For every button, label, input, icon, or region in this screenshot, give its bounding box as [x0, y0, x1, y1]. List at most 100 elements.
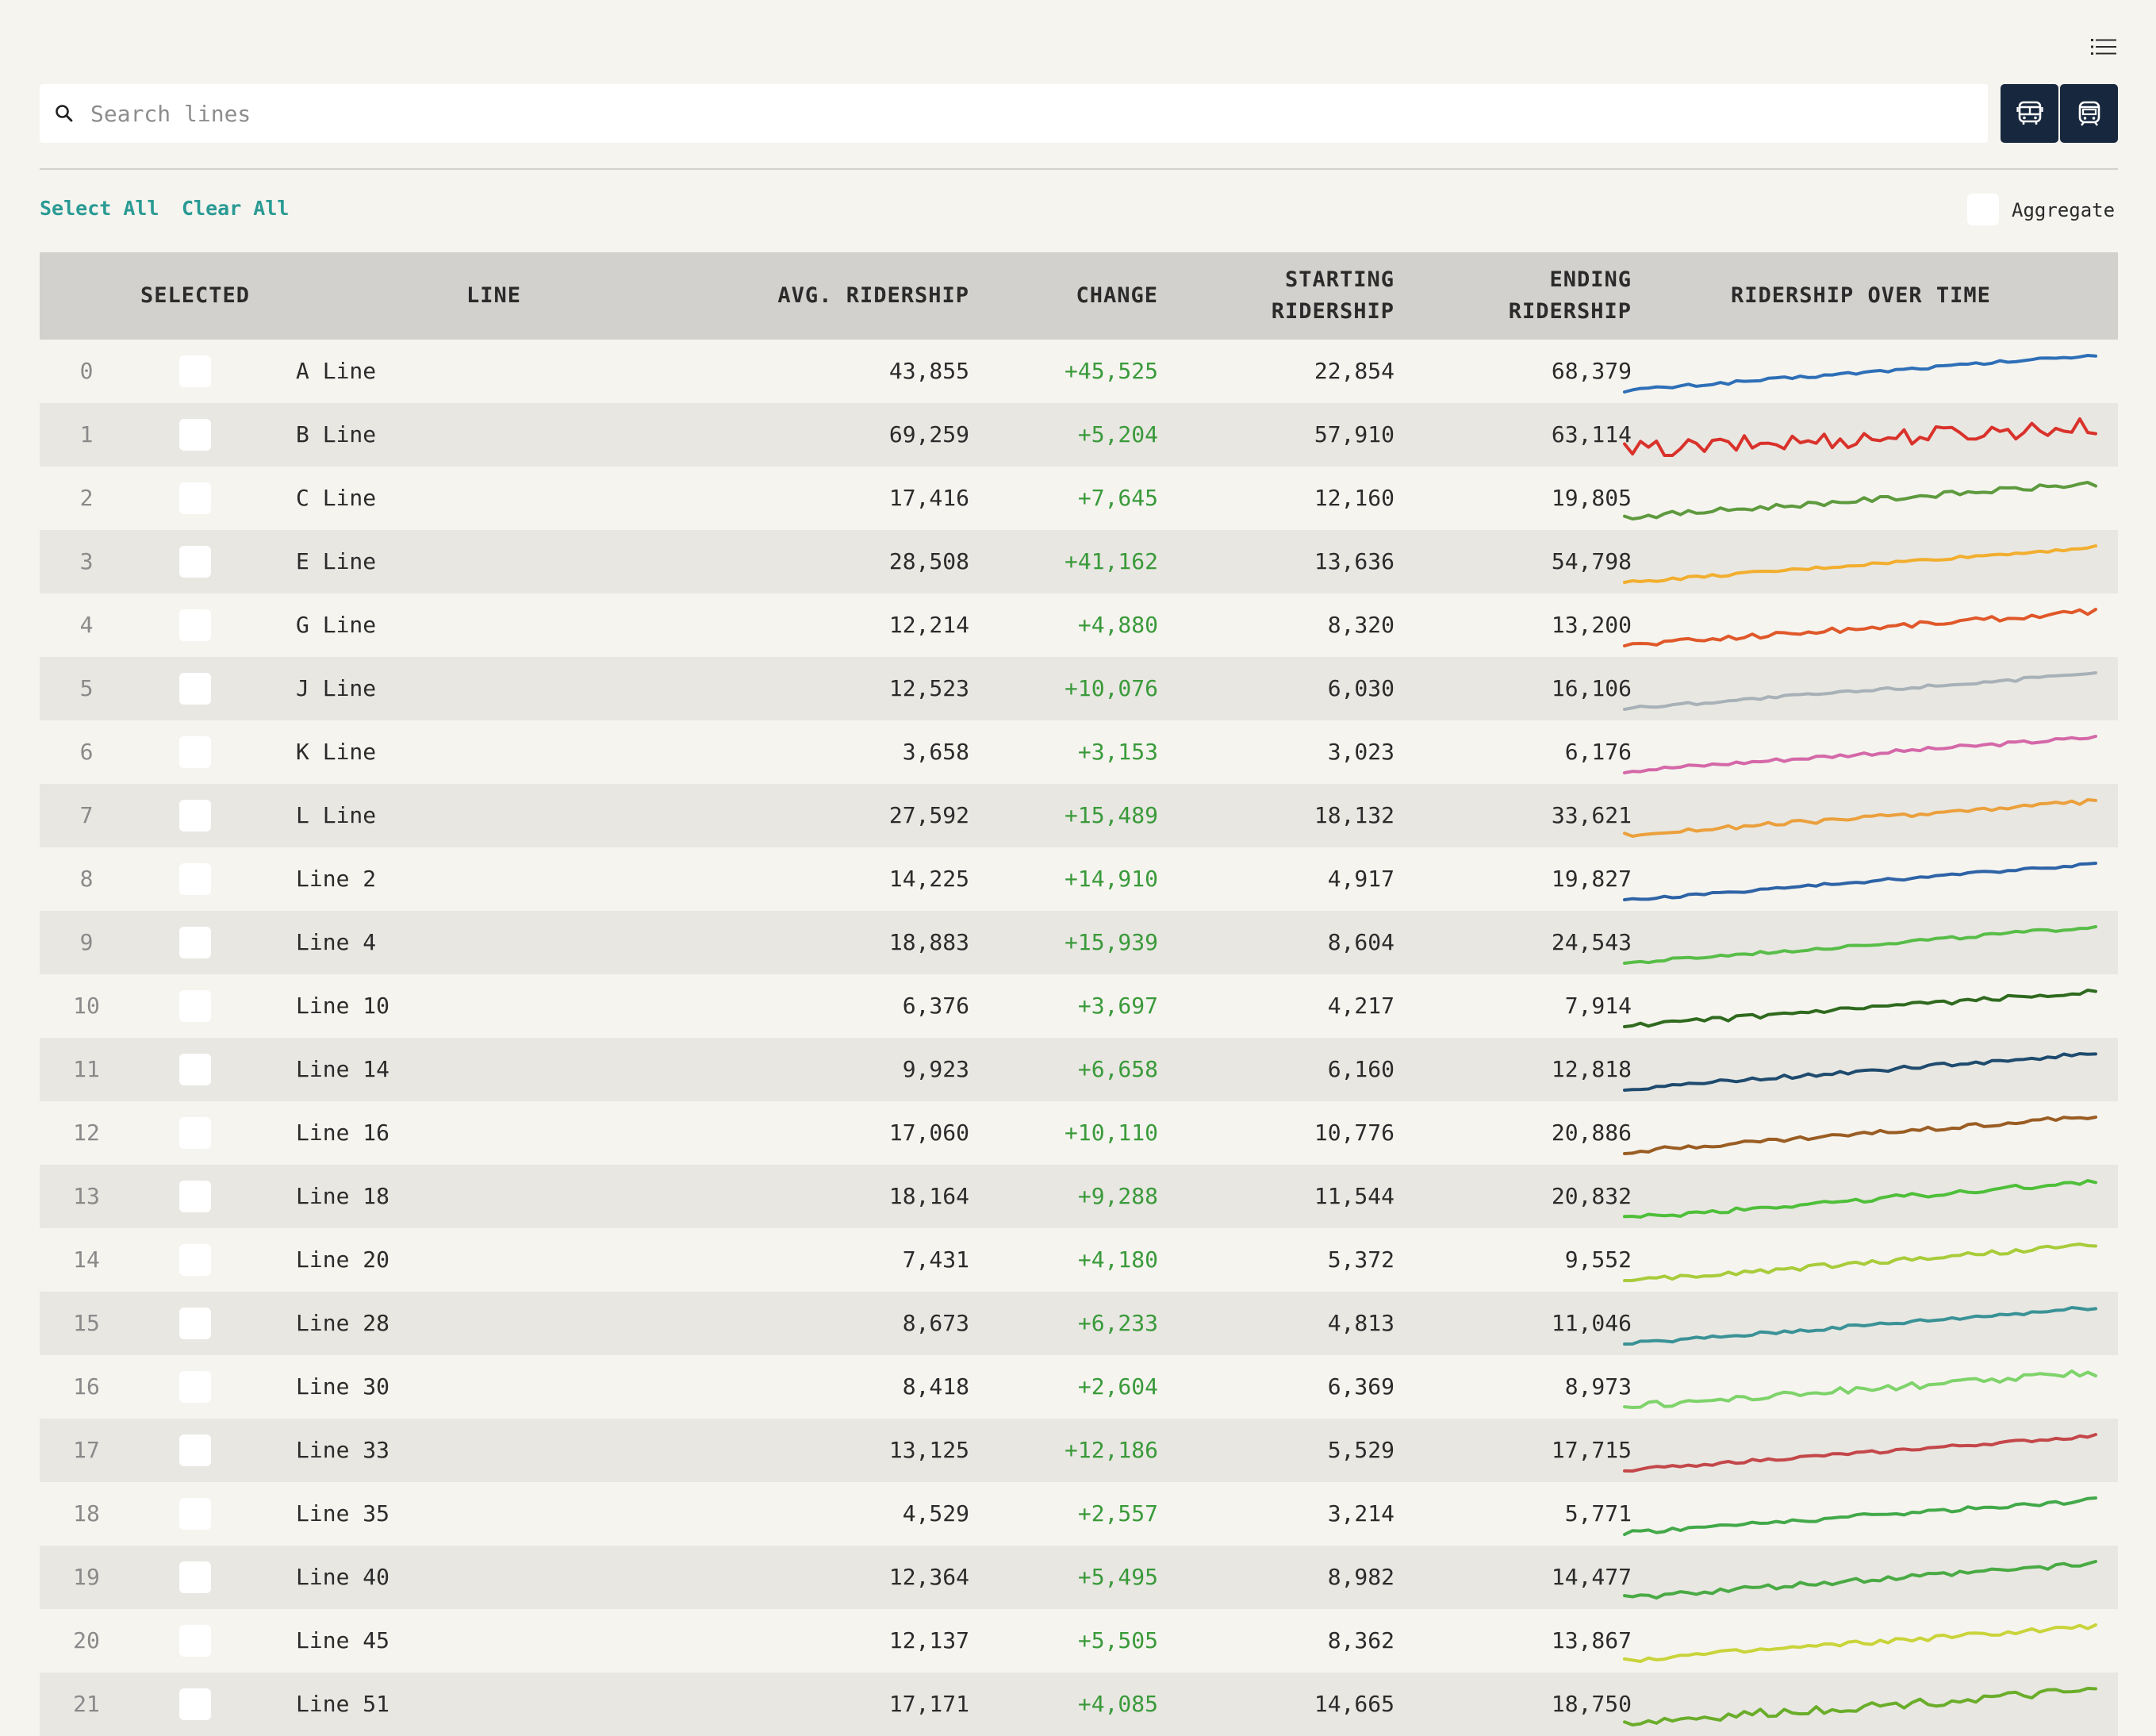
sparkline-chart	[1623, 862, 2097, 901]
sparkline-series	[1623, 1433, 2097, 1473]
starting-ridership-value: 8,604	[1327, 929, 1394, 955]
line-name: Line 33	[296, 1437, 390, 1463]
header-avg-ridership[interactable]: AVG. RIDERSHIP	[777, 283, 969, 308]
bus-mode-button[interactable]	[2001, 84, 2058, 143]
table-row[interactable]: 21 Line 51 17,171 +4,085 14,665 18,750	[40, 1673, 2118, 1736]
table-row[interactable]: 0 A Line 43,855 +45,525 22,854 68,379	[40, 340, 2118, 403]
table-row[interactable]: 7 L Line 27,592 +15,489 18,132 33,621	[40, 784, 2118, 847]
row-index: 14	[73, 1246, 100, 1273]
header-starting-line2: RIDERSHIP	[1271, 299, 1394, 324]
search-input[interactable]	[90, 84, 1970, 143]
select-all-button[interactable]: Select All	[40, 197, 159, 220]
avg-ridership-value: 6,376	[902, 993, 969, 1019]
row-index: 10	[73, 993, 100, 1019]
starting-ridership-value: 6,030	[1327, 675, 1394, 701]
row-select-checkbox[interactable]	[179, 546, 211, 578]
row-select-checkbox[interactable]	[179, 1308, 211, 1339]
table-row[interactable]: 5 J Line 12,523 +10,076 6,030 16,106	[40, 657, 2118, 720]
starting-ridership-value: 6,369	[1327, 1373, 1394, 1400]
aggregate-checkbox[interactable]	[1967, 194, 1999, 225]
row-select-checkbox[interactable]	[179, 800, 211, 832]
ridership-sparkline	[1618, 911, 2102, 974]
row-select-checkbox[interactable]	[179, 355, 211, 387]
change-value: +15,489	[1064, 802, 1158, 828]
table-row[interactable]: 19 Line 40 12,364 +5,495 8,982 14,477	[40, 1546, 2118, 1609]
row-select-checkbox[interactable]	[179, 927, 211, 958]
table-row[interactable]: 16 Line 30 8,418 +2,604 6,369 8,973	[40, 1355, 2118, 1419]
ending-ridership-value: 24,543	[1551, 929, 1632, 955]
table-row[interactable]: 4 G Line 12,214 +4,880 8,320 13,200	[40, 593, 2118, 657]
avg-ridership-value: 9,923	[902, 1056, 969, 1082]
avg-ridership-value: 3,658	[902, 739, 969, 765]
row-select-checkbox[interactable]	[179, 736, 211, 768]
line-name: Line 10	[296, 993, 390, 1019]
row-select-checkbox[interactable]	[179, 673, 211, 705]
row-select-checkbox[interactable]	[179, 482, 211, 514]
header-ending-ridership[interactable]: ENDING RIDERSHIP	[1509, 264, 1632, 328]
row-select-checkbox[interactable]	[179, 1435, 211, 1466]
sparkline-series	[1623, 862, 2097, 901]
row-index: 15	[73, 1310, 100, 1336]
table-row[interactable]: 8 Line 2 14,225 +14,910 4,917 19,827	[40, 847, 2118, 911]
table-row[interactable]: 2 C Line 17,416 +7,645 12,160 19,805	[40, 467, 2118, 530]
row-select-checkbox[interactable]	[179, 863, 211, 895]
row-select-checkbox[interactable]	[179, 1244, 211, 1276]
change-value: +2,557	[1077, 1500, 1158, 1527]
change-value: +3,697	[1077, 993, 1158, 1019]
table-row[interactable]: 3 E Line 28,508 +41,162 13,636 54,798	[40, 530, 2118, 593]
row-select-checkbox[interactable]	[179, 1498, 211, 1530]
header-ridership-over-time: RIDERSHIP OVER TIME	[1731, 283, 1991, 308]
header-selected[interactable]: SELECTED	[140, 283, 251, 308]
change-value: +41,162	[1064, 548, 1158, 574]
row-select-checkbox[interactable]	[179, 1054, 211, 1085]
table-row[interactable]: 14 Line 20 7,431 +4,180 5,372 9,552	[40, 1228, 2118, 1292]
row-index: 19	[73, 1564, 100, 1590]
row-index: 13	[73, 1183, 100, 1209]
ridership-sparkline	[1618, 657, 2102, 720]
row-select-checkbox[interactable]	[179, 1688, 211, 1720]
table-row[interactable]: 1 B Line 69,259 +5,204 57,910 63,114	[40, 403, 2118, 467]
line-name: Line 14	[296, 1056, 390, 1082]
line-name: Line 2	[296, 866, 377, 892]
sparkline-chart	[1623, 1242, 2097, 1282]
sparkline-chart	[1623, 1306, 2097, 1346]
list-icon[interactable]	[2091, 38, 2116, 56]
table-row[interactable]: 13 Line 18 18,164 +9,288 11,544 20,832	[40, 1165, 2118, 1228]
table-row[interactable]: 17 Line 33 13,125 +12,186 5,529 17,715	[40, 1419, 2118, 1482]
ending-ridership-value: 33,621	[1551, 802, 1632, 828]
avg-ridership-value: 43,855	[888, 358, 969, 384]
change-value: +14,910	[1064, 866, 1158, 892]
line-name: Line 30	[296, 1373, 390, 1400]
row-select-checkbox[interactable]	[179, 1117, 211, 1149]
row-select-checkbox[interactable]	[179, 1561, 211, 1593]
avg-ridership-value: 12,214	[888, 612, 969, 638]
line-name: Line 40	[296, 1564, 390, 1590]
change-value: +4,180	[1077, 1246, 1158, 1273]
table-row[interactable]: 11 Line 14 9,923 +6,658 6,160 12,818	[40, 1038, 2118, 1101]
header-line[interactable]: LINE	[466, 283, 522, 308]
header-change[interactable]: CHANGE	[1076, 283, 1158, 308]
ridership-sparkline	[1618, 340, 2102, 403]
table-row[interactable]: 15 Line 28 8,673 +6,233 4,813 11,046	[40, 1292, 2118, 1355]
table-row[interactable]: 20 Line 45 12,137 +5,505 8,362 13,867	[40, 1609, 2118, 1673]
header-starting-ridership[interactable]: STARTING RIDERSHIP	[1272, 264, 1394, 328]
row-select-checkbox[interactable]	[179, 990, 211, 1022]
row-index: 6	[79, 739, 94, 765]
table-row[interactable]: 9 Line 4 18,883 +15,939 8,604 24,543	[40, 911, 2118, 974]
line-name: B Line	[296, 421, 377, 447]
sparkline-series	[1623, 1179, 2097, 1219]
row-select-checkbox[interactable]	[179, 1181, 211, 1212]
line-name: K Line	[296, 739, 377, 765]
table-row[interactable]: 10 Line 10 6,376 +3,697 4,217 7,914	[40, 974, 2118, 1038]
train-mode-button[interactable]	[2060, 84, 2118, 143]
table-row[interactable]: 12 Line 16 17,060 +10,110 10,776 20,886	[40, 1101, 2118, 1165]
sparkline-chart	[1623, 1433, 2097, 1473]
starting-ridership-value: 4,813	[1327, 1310, 1394, 1336]
table-row[interactable]: 6 K Line 3,658 +3,153 3,023 6,176	[40, 720, 2118, 784]
row-select-checkbox[interactable]	[179, 609, 211, 641]
row-select-checkbox[interactable]	[179, 419, 211, 451]
row-select-checkbox[interactable]	[179, 1625, 211, 1657]
row-select-checkbox[interactable]	[179, 1371, 211, 1403]
table-row[interactable]: 18 Line 35 4,529 +2,557 3,214 5,771	[40, 1482, 2118, 1546]
clear-all-button[interactable]: Clear All	[182, 197, 290, 220]
